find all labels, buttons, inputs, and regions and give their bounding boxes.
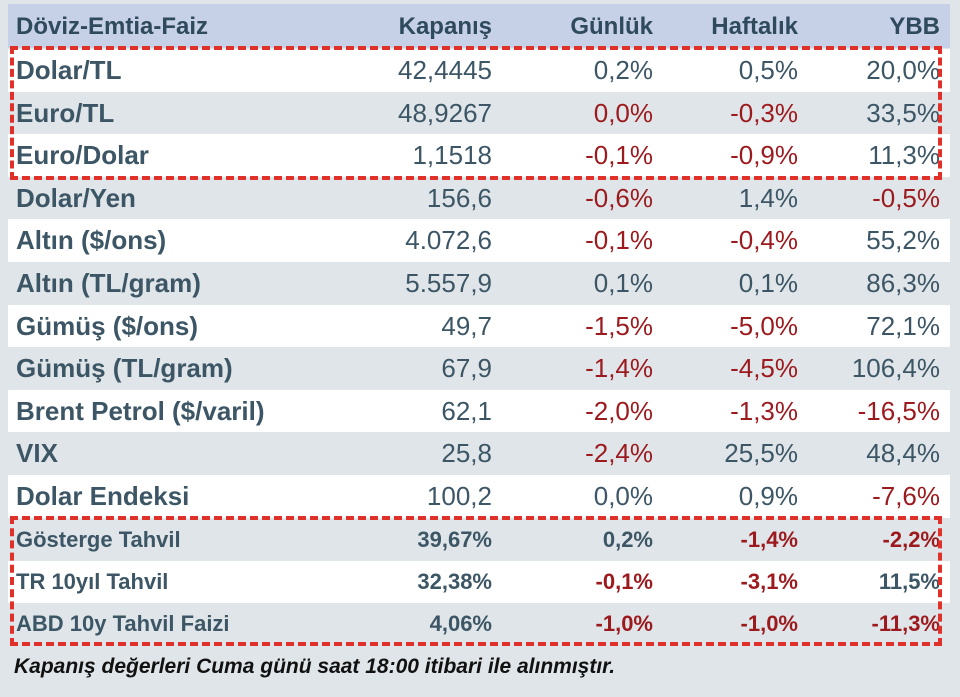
row-label: Brent Petrol ($/varil)	[16, 395, 265, 426]
row-bg	[8, 603, 950, 645]
cell-value: 86,3%	[866, 268, 940, 298]
cell-value: 62,1	[441, 395, 492, 426]
cell-value: 106,4%	[851, 353, 940, 384]
cell-value: 67,9	[441, 353, 492, 384]
cell-value: -0,4%	[730, 225, 798, 256]
row-bg	[8, 519, 950, 561]
cell-value: 1,4%	[738, 182, 798, 213]
cell-value: -1,4%	[740, 527, 798, 552]
cell-value: 11,3%	[868, 140, 940, 171]
highlight-box	[10, 46, 942, 180]
row-label: VIX	[16, 438, 58, 469]
cell-value: 32,38%	[417, 569, 492, 594]
row-bg	[8, 389, 950, 433]
cell-value: -0,6%	[585, 182, 653, 213]
cell-value: -0,1%	[595, 569, 653, 594]
row-label: Gösterge Tahvil	[16, 527, 181, 552]
cell-value: 156,6	[426, 182, 492, 213]
cell-value: 72,1%	[866, 310, 940, 341]
cell-value: -0,9%	[730, 140, 798, 171]
row-bg	[8, 304, 950, 348]
highlight-box	[10, 516, 942, 646]
cell-value: -5,0%	[730, 310, 798, 341]
row-bg	[8, 561, 950, 603]
cell-value: Günlük	[570, 13, 653, 40]
cell-value: 0,2%	[593, 55, 653, 85]
cell-value: -3,1%	[740, 569, 798, 594]
row-label: TR 10yıl Tahvil	[16, 569, 169, 594]
cell-value: -7,6%	[872, 481, 940, 511]
row-bg	[8, 176, 950, 220]
row-label: Dolar/Yen	[16, 182, 136, 213]
row-label: ABD 10y Tahvil Faizi	[16, 611, 230, 636]
cell-value: 4,06%	[429, 611, 492, 636]
row-bg	[8, 475, 950, 518]
cell-value: -0,1%	[585, 140, 653, 171]
cell-value: -2,2%	[882, 527, 940, 552]
row-label: Euro/Dolar	[16, 140, 149, 171]
row-bg	[8, 91, 950, 135]
row-label: Gümüş ($/ons)	[16, 310, 199, 341]
row-label: Altın (TL/gram)	[16, 268, 201, 298]
cell-value: 48,4%	[866, 438, 940, 469]
cell-value: -0,3%	[730, 97, 798, 128]
row-bg	[8, 219, 950, 262]
cell-value: -16,5%	[857, 395, 940, 426]
cell-value: 0,0%	[593, 97, 653, 128]
cell-value: 11,5%	[878, 569, 940, 594]
row-bg	[8, 262, 950, 305]
cell-value: 0,9%	[738, 481, 798, 511]
row-bg	[8, 432, 950, 475]
cell-value: 55,2%	[866, 225, 940, 256]
header-bg	[8, 4, 950, 48]
row-label: Dolar/TL	[16, 55, 122, 85]
row-label: Döviz-Emtia-Faiz	[16, 13, 209, 40]
cell-value: 0,2%	[602, 527, 653, 552]
cell-value: -4,5%	[730, 353, 798, 384]
row-label: Dolar Endeksi	[16, 481, 190, 511]
cell-value: 25,8	[441, 438, 492, 469]
cell-value: -11,3%	[871, 611, 941, 636]
cell-value: 0,0%	[593, 481, 653, 511]
cell-value: 1,1518	[412, 140, 492, 171]
cell-value: -1,5%	[585, 310, 653, 341]
cell-value: 0,1%	[738, 268, 798, 298]
row-bg	[8, 347, 950, 390]
cell-value: 42,4445	[398, 55, 492, 85]
cell-value: 48,9267	[398, 97, 492, 128]
cell-value: Haftalık	[711, 13, 798, 40]
row-bg	[8, 49, 950, 92]
cell-value: -1,0%	[595, 611, 653, 636]
cell-value: YBB	[889, 13, 940, 40]
cell-value: 39,67%	[417, 527, 492, 552]
cell-value: -1,4%	[585, 353, 653, 384]
cell-value: 4.072,6	[405, 225, 492, 256]
footer-note: Kapanış değerleri Cuma günü saat 18:00 i…	[14, 655, 616, 678]
cell-value: -0,5%	[872, 182, 940, 213]
cell-value: 33,5%	[866, 97, 940, 128]
cell-value: -1,3%	[730, 395, 798, 426]
cell-value: 0,5%	[738, 55, 798, 85]
cell-value: 100,2	[426, 481, 492, 511]
row-label: Euro/TL	[16, 97, 115, 128]
row-label: Gümüş (TL/gram)	[16, 353, 233, 384]
cell-value: -2,4%	[585, 438, 653, 469]
row-bg	[8, 134, 950, 177]
cell-value: 25,5%	[724, 438, 798, 469]
cell-value: -2,0%	[585, 395, 653, 426]
cell-value: 49,7	[441, 310, 492, 341]
cell-value: Kapanış	[398, 13, 492, 40]
cell-value: 0,1%	[593, 268, 653, 298]
cell-value: 5.557,9	[405, 268, 492, 298]
cell-value: 20,0%	[866, 55, 940, 85]
cell-value: -0,1%	[585, 225, 653, 256]
row-label: Altın ($/ons)	[16, 225, 167, 256]
cell-value: -1,0%	[740, 611, 798, 636]
